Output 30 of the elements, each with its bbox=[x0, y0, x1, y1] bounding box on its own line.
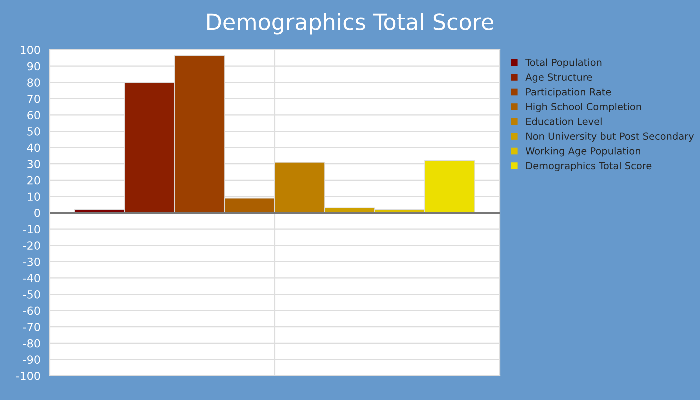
y-tick-label: 80 bbox=[28, 78, 40, 87]
legend-label: Participation Rate bbox=[526, 88, 612, 98]
legend-label: High School Completion bbox=[526, 103, 642, 112]
y-tick-label: -40 bbox=[23, 274, 40, 283]
y-tick-label: 20 bbox=[28, 176, 40, 185]
legend-label: Working Age Population bbox=[526, 147, 640, 157]
y-tick-label: 10 bbox=[28, 192, 40, 202]
y-tick-label: 0 bbox=[34, 208, 40, 218]
y-tick-label: -80 bbox=[23, 339, 40, 348]
chart-title: Demographics Total Score bbox=[208, 13, 494, 35]
y-tick-label: -20 bbox=[23, 242, 40, 250]
y-tick-label: -90 bbox=[23, 356, 40, 364]
y-tick-label: 40 bbox=[27, 144, 40, 152]
y-tick-label: -70 bbox=[23, 323, 40, 332]
y-tick-label: 50 bbox=[28, 127, 40, 136]
y-tick-label: -30 bbox=[23, 258, 40, 266]
y-tick-label: 90 bbox=[28, 62, 40, 71]
legend-label: Demographics Total Score bbox=[526, 162, 652, 172]
y-tick-label: 70 bbox=[28, 94, 40, 104]
legend-label: Age Structure bbox=[526, 74, 592, 83]
legend-label: Total Population bbox=[526, 58, 602, 68]
y-tick-label: -50 bbox=[23, 290, 40, 299]
y-tick-label: 60 bbox=[28, 111, 40, 120]
y-tick-label: -100 bbox=[16, 372, 40, 380]
legend-label: Non University but Post Secondary bbox=[526, 132, 694, 142]
y-tick-label: 30 bbox=[28, 160, 40, 168]
y-tick-label: -10 bbox=[23, 225, 40, 234]
legend-label: Education Level bbox=[526, 118, 602, 126]
y-tick-label: 100 bbox=[20, 46, 40, 54]
y-tick-label: -60 bbox=[23, 306, 40, 316]
